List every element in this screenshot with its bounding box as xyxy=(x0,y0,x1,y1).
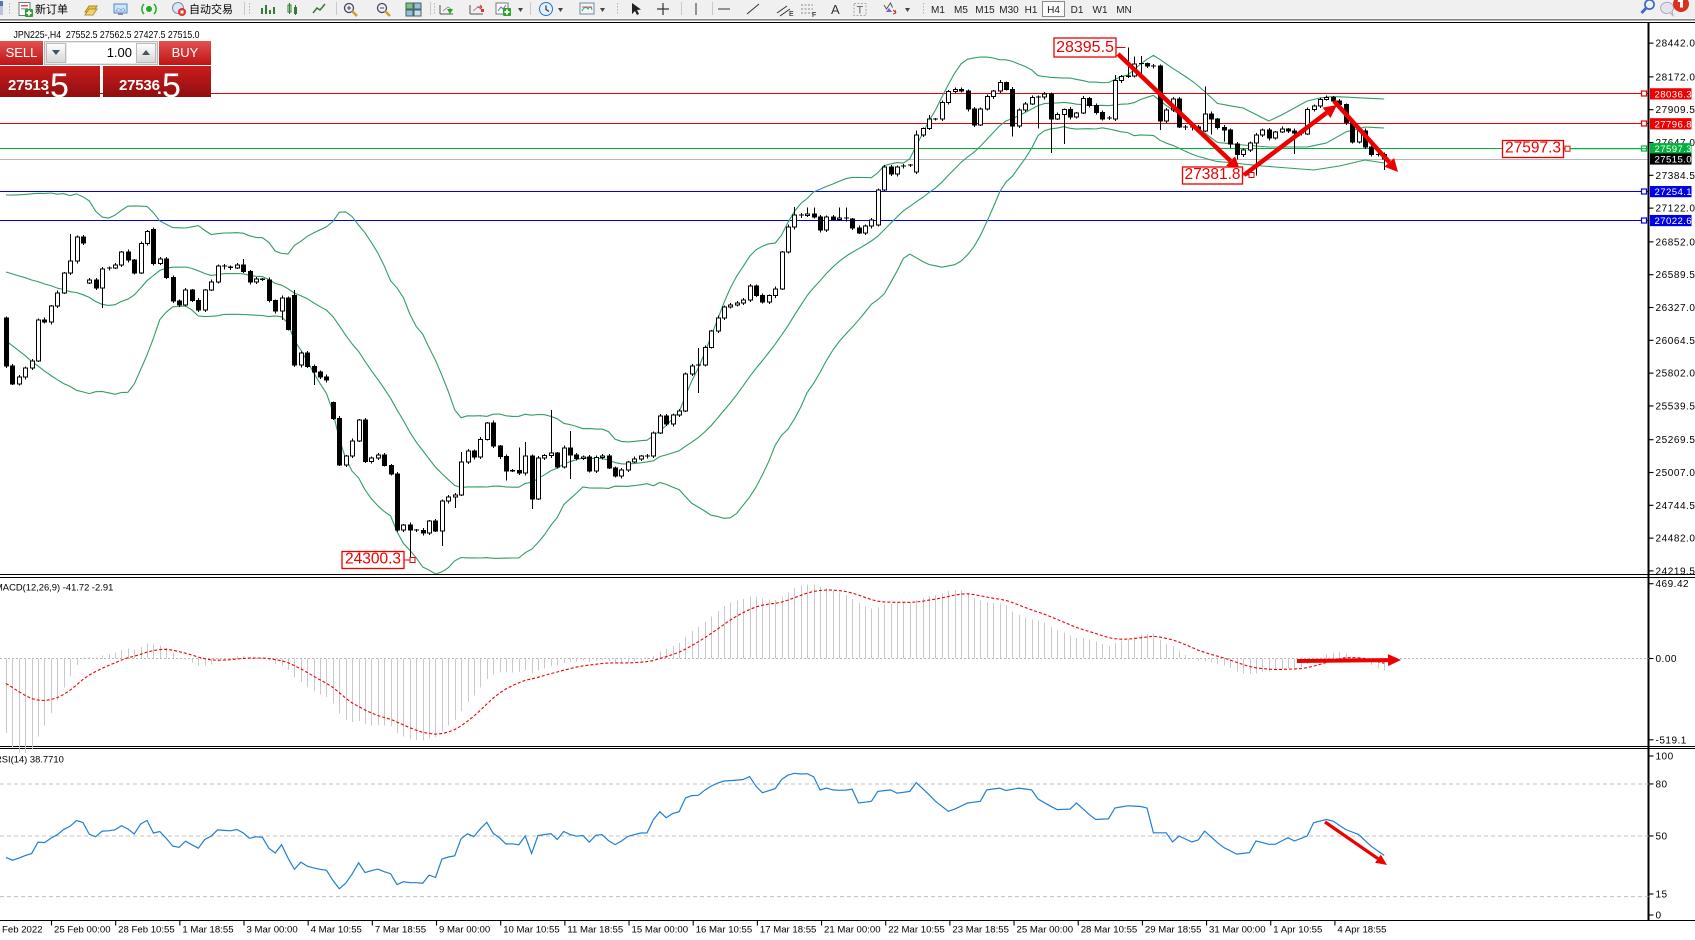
svg-text:JPN225-,H4 27552.5 27562.5 27: JPN225-,H4 27552.5 27562.5 27427.5 27515… xyxy=(14,29,200,41)
svg-text:26589.5: 26589.5 xyxy=(1656,270,1695,281)
svg-text:M30: M30 xyxy=(999,5,1019,16)
svg-text:27381.8: 27381.8 xyxy=(1184,166,1240,183)
svg-text:1 Apr 10:55: 1 Apr 10:55 xyxy=(1273,925,1322,936)
svg-text:11 Mar 18:55: 11 Mar 18:55 xyxy=(567,925,623,936)
svg-text:10 Mar 10:55: 10 Mar 10:55 xyxy=(503,925,560,936)
svg-text:-519.1: -519.1 xyxy=(1656,735,1687,746)
svg-text:16 Mar 10:55: 16 Mar 10:55 xyxy=(696,925,753,936)
svg-text:15 Mar 00:00: 15 Mar 00:00 xyxy=(632,925,689,936)
svg-text:24744.5: 24744.5 xyxy=(1656,501,1695,512)
svg-text:469.42: 469.42 xyxy=(1656,579,1690,590)
svg-text:27909.5: 27909.5 xyxy=(1656,105,1695,116)
svg-text:H4: H4 xyxy=(1047,5,1060,16)
svg-text:0.00: 0.00 xyxy=(1656,654,1677,665)
svg-text:27022.6: 27022.6 xyxy=(1655,216,1692,227)
svg-text:24219.5: 24219.5 xyxy=(1656,567,1695,578)
svg-text:25539.5: 25539.5 xyxy=(1656,401,1695,412)
svg-text:D1: D1 xyxy=(1071,5,1084,16)
svg-text:27515.0: 27515.0 xyxy=(1655,155,1692,166)
svg-text:26327.0: 26327.0 xyxy=(1656,303,1695,314)
svg-text:7 Mar 18:55: 7 Mar 18:55 xyxy=(375,925,426,936)
svg-text:A: A xyxy=(831,2,840,17)
svg-text:MN: MN xyxy=(1116,5,1132,16)
svg-text:M1: M1 xyxy=(931,5,945,16)
svg-text:E: E xyxy=(789,11,794,18)
svg-text:22 Mar 10:55: 22 Mar 10:55 xyxy=(888,925,945,936)
svg-text:80: 80 xyxy=(1656,779,1668,790)
svg-text:25269.5: 25269.5 xyxy=(1656,435,1695,446)
svg-text:24482.0: 24482.0 xyxy=(1656,534,1695,545)
svg-text:26064.5: 26064.5 xyxy=(1656,336,1695,347)
svg-text:4 Apr 18:55: 4 Apr 18:55 xyxy=(1337,925,1386,936)
svg-text:27384.5: 27384.5 xyxy=(1656,171,1695,182)
svg-text:15: 15 xyxy=(1656,890,1668,901)
svg-text:28036.3: 28036.3 xyxy=(1655,89,1692,100)
svg-text:28395.5: 28395.5 xyxy=(1056,39,1114,56)
svg-text:28172.0: 28172.0 xyxy=(1656,72,1695,83)
svg-text:23 Mar 18:55: 23 Mar 18:55 xyxy=(952,925,1009,936)
svg-text:自动交易: 自动交易 xyxy=(189,2,233,16)
svg-text:MACD(12,26,9) -41.72 -2.91: MACD(12,26,9) -41.72 -2.91 xyxy=(0,582,113,593)
svg-text:27254.1: 27254.1 xyxy=(1655,187,1692,198)
svg-text:31 Mar 00:00: 31 Mar 00:00 xyxy=(1209,925,1266,936)
svg-text:29 Mar 18:55: 29 Mar 18:55 xyxy=(1145,925,1202,936)
svg-text:M15: M15 xyxy=(975,5,995,16)
svg-text:50: 50 xyxy=(1656,831,1668,842)
svg-text:25007.0: 25007.0 xyxy=(1656,468,1695,479)
svg-text:27122.0: 27122.0 xyxy=(1656,204,1695,215)
svg-text:4 Mar 10:55: 4 Mar 10:55 xyxy=(311,925,362,936)
svg-text:3 Mar 00:00: 3 Mar 00:00 xyxy=(247,925,298,936)
svg-text:F: F xyxy=(812,12,816,19)
svg-text:1 Mar 18:55: 1 Mar 18:55 xyxy=(182,925,233,936)
svg-text:25 Mar 00:00: 25 Mar 00:00 xyxy=(1017,925,1074,936)
svg-text:21 Mar 00:00: 21 Mar 00:00 xyxy=(824,925,881,936)
svg-text:27796.8: 27796.8 xyxy=(1655,119,1692,130)
svg-text:新订单: 新订单 xyxy=(35,2,68,16)
svg-text:W1: W1 xyxy=(1093,5,1108,16)
svg-text:28 Feb 10:55: 28 Feb 10:55 xyxy=(118,925,175,936)
svg-text:0: 0 xyxy=(1656,911,1662,922)
svg-text:28 Mar 10:55: 28 Mar 10:55 xyxy=(1081,925,1138,936)
svg-text:9 Mar 00:00: 9 Mar 00:00 xyxy=(439,925,490,936)
svg-text:25 Feb 00:00: 25 Feb 00:00 xyxy=(54,925,111,936)
svg-text:RSI(14) 38.7710: RSI(14) 38.7710 xyxy=(0,754,64,765)
svg-text:26852.0: 26852.0 xyxy=(1656,237,1695,248)
svg-text:24300.3: 24300.3 xyxy=(345,551,401,568)
svg-text:25802.0: 25802.0 xyxy=(1656,369,1695,380)
svg-text:100: 100 xyxy=(1656,752,1674,763)
svg-text:H1: H1 xyxy=(1025,5,1038,16)
svg-text:T: T xyxy=(857,5,864,17)
svg-text:M5: M5 xyxy=(954,5,968,16)
svg-text:Feb 2022: Feb 2022 xyxy=(2,925,43,936)
svg-text:28442.0: 28442.0 xyxy=(1656,39,1695,50)
svg-text:27597.3: 27597.3 xyxy=(1505,140,1561,157)
svg-text:17 Mar 18:55: 17 Mar 18:55 xyxy=(760,925,817,936)
